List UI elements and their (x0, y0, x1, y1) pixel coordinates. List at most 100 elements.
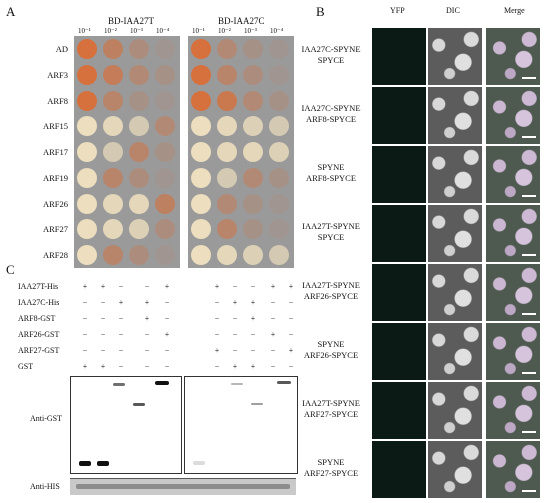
panel-label-a: A (6, 4, 16, 19)
bifc-merge-image (486, 28, 540, 85)
condition-mark: − (270, 362, 276, 371)
condition-mark: − (144, 330, 150, 339)
yeast-colony (103, 219, 123, 240)
y2h-row-label: ARF26 (42, 198, 68, 209)
condition-mark: − (214, 314, 220, 323)
condition-mark: − (82, 346, 88, 355)
condition-mark: − (214, 298, 220, 307)
yeast-colony (217, 64, 237, 85)
yeast-colony (269, 90, 289, 111)
dilution-label: 10⁻³ (130, 27, 143, 35)
yeast-colony (217, 142, 237, 163)
yeast-colony (217, 116, 237, 137)
condition-mark: + (118, 298, 124, 307)
condition-mark: + (288, 282, 294, 291)
bifc-yfp-image (372, 264, 426, 321)
condition-mark: − (144, 346, 150, 355)
construct-line2: SPYCE (317, 232, 345, 242)
yeast-colony (77, 167, 97, 188)
scale-bar (522, 254, 536, 256)
construct-line2: ARF26-SPYCE (303, 350, 359, 360)
condition-mark: + (82, 282, 88, 291)
bifc-merge-image (486, 146, 540, 203)
yeast-colony (191, 90, 211, 111)
yeast-colony (191, 142, 211, 163)
arf26-gst-band (251, 403, 263, 405)
yeast-colony (217, 39, 237, 59)
y2h-row-label: ARF28 (42, 250, 68, 261)
yeast-colony (243, 167, 263, 188)
yeast-colony (243, 90, 263, 111)
yeast-colony (155, 219, 175, 240)
condition-mark: − (214, 362, 220, 371)
yeast-colony (191, 245, 211, 266)
blot-label-anti-gst: Anti-GST (30, 414, 62, 423)
yeast-colony (191, 219, 211, 240)
bifc-yfp-image (372, 205, 426, 262)
bifc-yfp-image (372, 441, 426, 498)
bifc-dic-image (428, 323, 482, 380)
yeast-colony (217, 245, 237, 266)
condition-mark: − (270, 314, 276, 323)
condition-mark: − (164, 362, 170, 371)
condition-mark: − (82, 330, 88, 339)
condition-mark: − (118, 282, 124, 291)
construct-line1: SPYNE (317, 162, 345, 172)
condition-mark: + (164, 330, 170, 339)
construct-line2: SPYCE (317, 55, 345, 65)
construct-line1: IAA27T-SPYNE (302, 398, 360, 408)
panel-label-c: C (6, 262, 15, 277)
y2h-row-label: AD (55, 44, 68, 54)
bifc-yfp-image (372, 87, 426, 144)
condition-mark: + (214, 282, 220, 291)
arf27-gst-band (277, 381, 291, 384)
scale-bar (522, 136, 536, 138)
condition-mark: − (270, 298, 276, 307)
scale-bar (522, 431, 536, 433)
condition-mark: − (250, 282, 256, 291)
condition-mark: − (214, 330, 220, 339)
condition-mark: − (100, 330, 106, 339)
condition-mark: − (232, 314, 238, 323)
yeast-colony (155, 116, 175, 137)
arf8-gst-band (231, 383, 243, 385)
condition-mark: + (270, 330, 276, 339)
gst-band (97, 461, 109, 466)
condition-mark: + (232, 298, 238, 307)
panel-label-b: B (316, 4, 325, 19)
yeast-colony (77, 90, 97, 111)
condition-label: ARF26-GST (18, 330, 60, 339)
blot-label-anti-his: Anti-HIS (30, 482, 60, 491)
condition-label: ARF8-GST (18, 314, 56, 323)
condition-mark: − (164, 314, 170, 323)
condition-mark: − (82, 314, 88, 323)
his-band (76, 484, 290, 489)
condition-label: GST (18, 362, 34, 371)
yeast-colony (243, 245, 263, 266)
condition-mark: − (118, 330, 124, 339)
condition-mark: − (82, 298, 88, 307)
condition-mark: − (144, 362, 150, 371)
yeast-colony (269, 116, 289, 137)
yeast-colony (77, 116, 97, 137)
bifc-column-header: DIC (446, 6, 460, 15)
construct-line2: ARF8-SPYCE (305, 173, 357, 183)
condition-label: IAA27C-His (18, 298, 60, 307)
condition-mark: − (250, 346, 256, 355)
yeast-colony (129, 90, 149, 111)
yeast-colony (129, 193, 149, 214)
y2h-row-label: ARF19 (42, 172, 68, 183)
condition-mark: − (270, 346, 276, 355)
yeast-colony (77, 245, 97, 266)
bifc-row-label: IAA27C-SPYNE SPYCE (292, 44, 370, 66)
yeast-colony (129, 142, 149, 163)
scale-bar (522, 77, 536, 79)
yeast-colony (269, 193, 289, 214)
yeast-colony (243, 219, 263, 240)
bifc-dic-image (428, 382, 482, 439)
yeast-colony (191, 116, 211, 137)
y2h-row-label: ARF15 (42, 121, 68, 132)
dilution-label: 10⁻⁴ (270, 27, 284, 35)
yeast-colony (103, 193, 123, 214)
arf8-gst-band (113, 383, 125, 386)
